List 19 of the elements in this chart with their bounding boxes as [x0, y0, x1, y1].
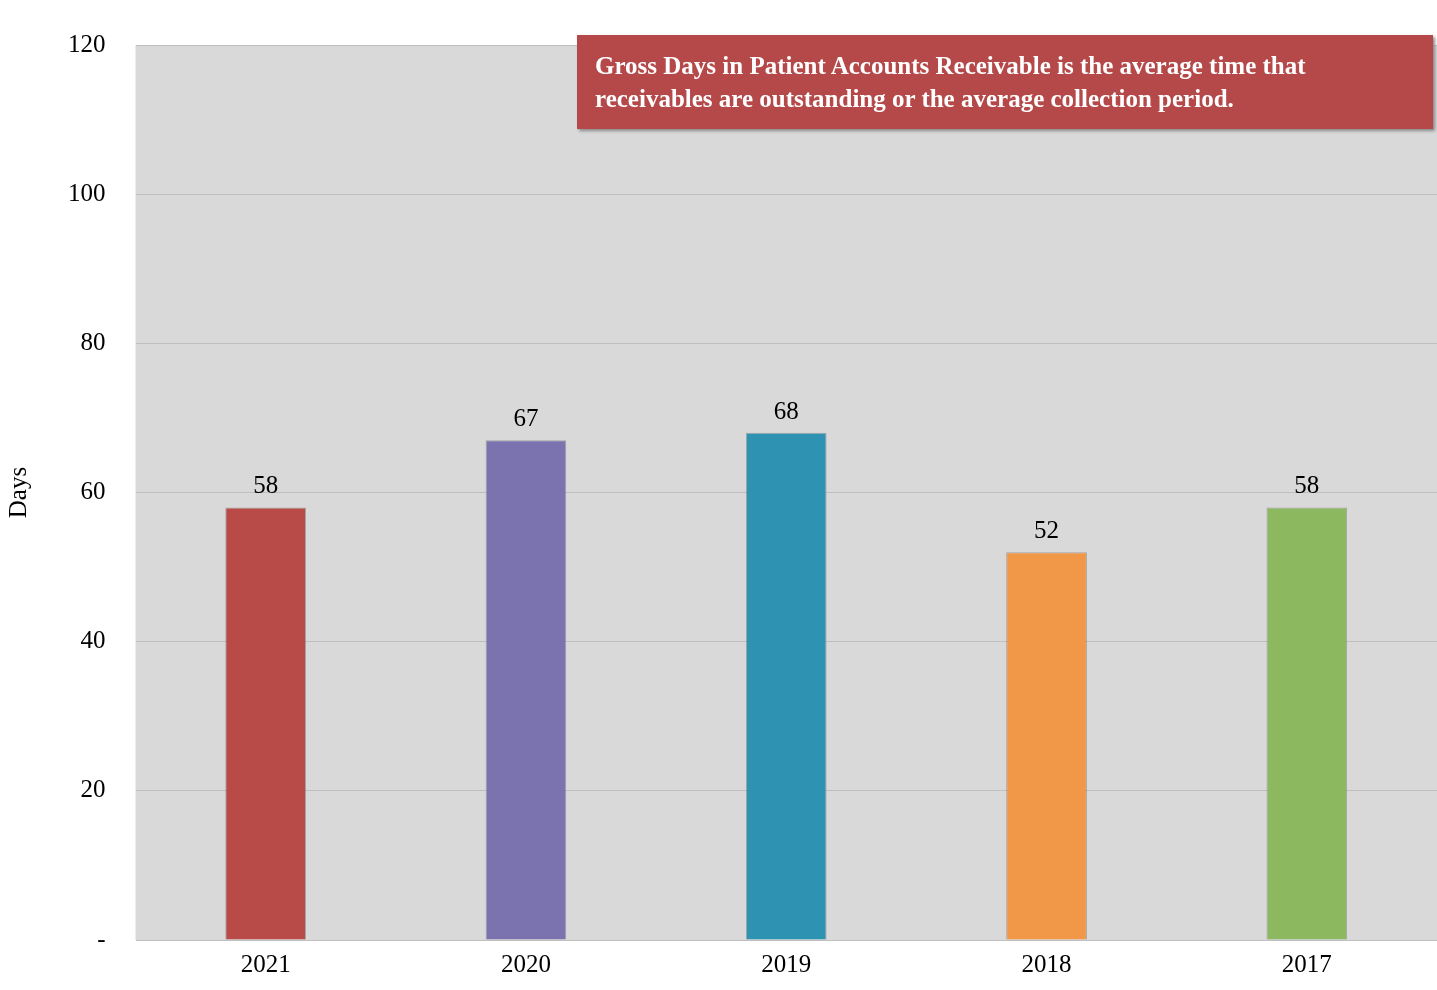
callout-box: Gross Days in Patient Accounts Receivable is the average time that receivables are outstanding or the average collection period. [577, 35, 1433, 129]
data-label: 68 [773, 396, 799, 424]
y-tick-label: 60 [80, 477, 106, 505]
x-tick-label: 2020 [500, 949, 551, 977]
data-label: 58 [253, 471, 279, 499]
x-tick-label: 2018 [1021, 949, 1072, 977]
y-tick-label: 120 [68, 29, 106, 57]
y-tick-label: 80 [80, 327, 106, 355]
x-tick-label: 2017 [1281, 949, 1332, 977]
data-label: 58 [1294, 471, 1320, 499]
data-label: 52 [1034, 516, 1060, 544]
y-tick-label: 20 [80, 775, 106, 803]
x-tick-label: 2021 [240, 949, 291, 977]
y-axis-title: Days [3, 466, 31, 519]
data-label: 67 [513, 404, 539, 432]
y-tick-label: - [97, 924, 106, 952]
x-tick-label: 2019 [761, 949, 812, 977]
y-tick-label: 100 [68, 178, 106, 206]
y-tick-label: 40 [80, 626, 106, 654]
